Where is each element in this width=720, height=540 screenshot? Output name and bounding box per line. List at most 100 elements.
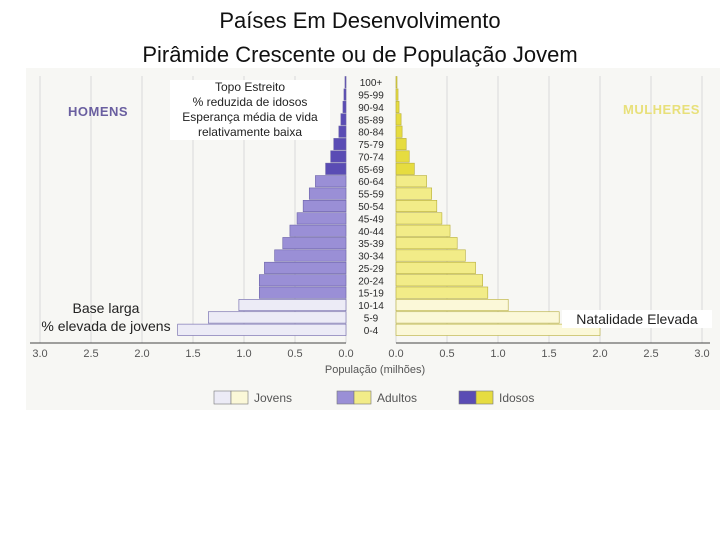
bar-men-85-89 <box>340 113 347 126</box>
bar-men-45-49 <box>296 212 347 225</box>
x-tick-label: 0.5 <box>439 348 454 360</box>
bar-women-75-79 <box>395 138 407 151</box>
legend-label: Jovens <box>254 391 292 405</box>
x-tick-label: 2.0 <box>134 348 149 360</box>
age-tick-label: 35-39 <box>358 239 384 250</box>
top-annotation-line: Esperança média de vida <box>182 110 318 124</box>
bar-men-80-84 <box>338 125 347 138</box>
x-tick-label: 2.5 <box>643 348 658 360</box>
x-tick-label: 2.0 <box>592 348 607 360</box>
age-tick-label: 10-14 <box>358 301 384 312</box>
bar-women-80-84 <box>395 125 403 138</box>
bar-men-60-64 <box>315 175 347 188</box>
age-tick-label: 95-99 <box>358 91 384 102</box>
base-annotation-line: % elevada de jovens <box>41 318 171 334</box>
base-annotation-line: Base larga <box>72 300 140 316</box>
top-annotation-line: Topo Estreito <box>214 80 286 94</box>
legend-swatch-women <box>353 390 372 405</box>
age-tick-label: 30-34 <box>358 252 384 263</box>
x-tick-label: 0.5 <box>287 348 302 360</box>
bar-men-55-59 <box>308 187 347 200</box>
age-tick-label: 85-89 <box>358 115 384 126</box>
age-tick-label: 65-69 <box>358 165 384 176</box>
x-tick-label: 1.5 <box>541 348 556 360</box>
age-tick-label: 55-59 <box>358 190 384 201</box>
age-tick-label: 80-84 <box>358 128 384 139</box>
x-tick-label: 2.5 <box>83 348 98 360</box>
bar-women-55-59 <box>395 187 433 200</box>
bar-men-90-94 <box>342 100 347 113</box>
bar-women-50-54 <box>395 200 438 212</box>
base-annotation: Base larga % elevada de jovens <box>32 299 180 335</box>
x-tick-label: 3.0 <box>694 348 709 360</box>
bar-women-90-94 <box>395 100 400 113</box>
top-annotation: Topo Estreito % reduzida de idosos Esper… <box>170 80 330 140</box>
bar-women-25-29 <box>395 261 476 274</box>
bar-men-25-29 <box>264 261 347 274</box>
age-tick-label: 45-49 <box>358 214 384 225</box>
top-annotation-line: relativamente baixa <box>197 125 303 139</box>
legend-swatch-men <box>458 390 477 405</box>
bar-women-65-69 <box>395 162 415 175</box>
bar-men-10-14 <box>238 299 347 312</box>
legend-swatch-men <box>213 390 232 405</box>
bar-women-85-89 <box>395 113 402 126</box>
age-tick-label: 15-19 <box>358 289 384 300</box>
bar-women-30-34 <box>395 249 466 262</box>
age-tick-label: 25-29 <box>358 264 384 275</box>
legend-swatch-women <box>475 390 494 405</box>
women-side-label: MULHERES <box>623 102 700 117</box>
x-tick-label: 3.0 <box>32 348 47 360</box>
x-tick-label: 1.5 <box>185 348 200 360</box>
bar-women-10-14 <box>395 299 509 312</box>
bar-women-95-99 <box>395 88 399 101</box>
age-tick-label: 60-64 <box>358 177 384 188</box>
bar-men-20-24 <box>258 274 347 287</box>
bar-women-35-39 <box>395 237 458 250</box>
age-tick-label: 90-94 <box>358 103 384 114</box>
x-tick-label: 1.0 <box>490 348 505 360</box>
age-tick-label: 75-79 <box>358 140 384 151</box>
bar-women-5-9 <box>395 311 560 324</box>
x-tick-label: 0.0 <box>338 348 353 360</box>
age-tick-label: 70-74 <box>358 152 384 163</box>
bar-men-0-4 <box>177 323 347 336</box>
natality-annotation: Natalidade Elevada <box>562 310 712 328</box>
bar-men-70-74 <box>330 150 347 163</box>
legend-label: Adultos <box>377 391 417 405</box>
bar-men-15-19 <box>258 286 347 299</box>
bar-women-15-19 <box>395 286 489 299</box>
legend-swatch-women <box>230 390 249 405</box>
bar-women-60-64 <box>395 175 427 188</box>
bar-women-0-4 <box>395 323 601 336</box>
bar-women-70-74 <box>395 150 410 163</box>
bar-women-100+ <box>395 76 398 89</box>
bar-men-100+ <box>344 76 347 89</box>
bar-men-35-39 <box>282 237 347 250</box>
legend-label: Idosos <box>499 391 534 405</box>
age-tick-label: 40-44 <box>358 227 384 238</box>
men-side-label: HOMENS <box>68 104 129 119</box>
bar-women-40-44 <box>395 224 451 237</box>
bar-men-30-34 <box>274 249 347 262</box>
top-annotation-line: % reduzida de idosos <box>192 95 308 109</box>
page-title: Países Em Desenvolvimento <box>219 8 501 33</box>
x-tick-label: 1.0 <box>236 348 251 360</box>
legend-swatch-men <box>336 390 355 405</box>
bar-women-20-24 <box>395 274 483 287</box>
age-tick-label: 100+ <box>360 78 383 89</box>
bar-men-95-99 <box>343 88 347 101</box>
age-tick-label: 20-24 <box>358 276 384 287</box>
bar-men-75-79 <box>333 138 347 151</box>
bar-men-50-54 <box>302 200 347 212</box>
age-tick-label: 50-54 <box>358 202 384 213</box>
bar-women-45-49 <box>395 212 443 225</box>
x-tick-label: 0.0 <box>388 348 403 360</box>
age-tick-label: 5-9 <box>364 313 379 324</box>
age-tick-label: 0-4 <box>364 326 379 337</box>
bar-men-40-44 <box>289 224 347 237</box>
bar-men-65-69 <box>325 162 347 175</box>
page-subtitle: Pirâmide Crescente ou de População Jovem <box>142 42 578 67</box>
bar-men-5-9 <box>208 311 347 324</box>
